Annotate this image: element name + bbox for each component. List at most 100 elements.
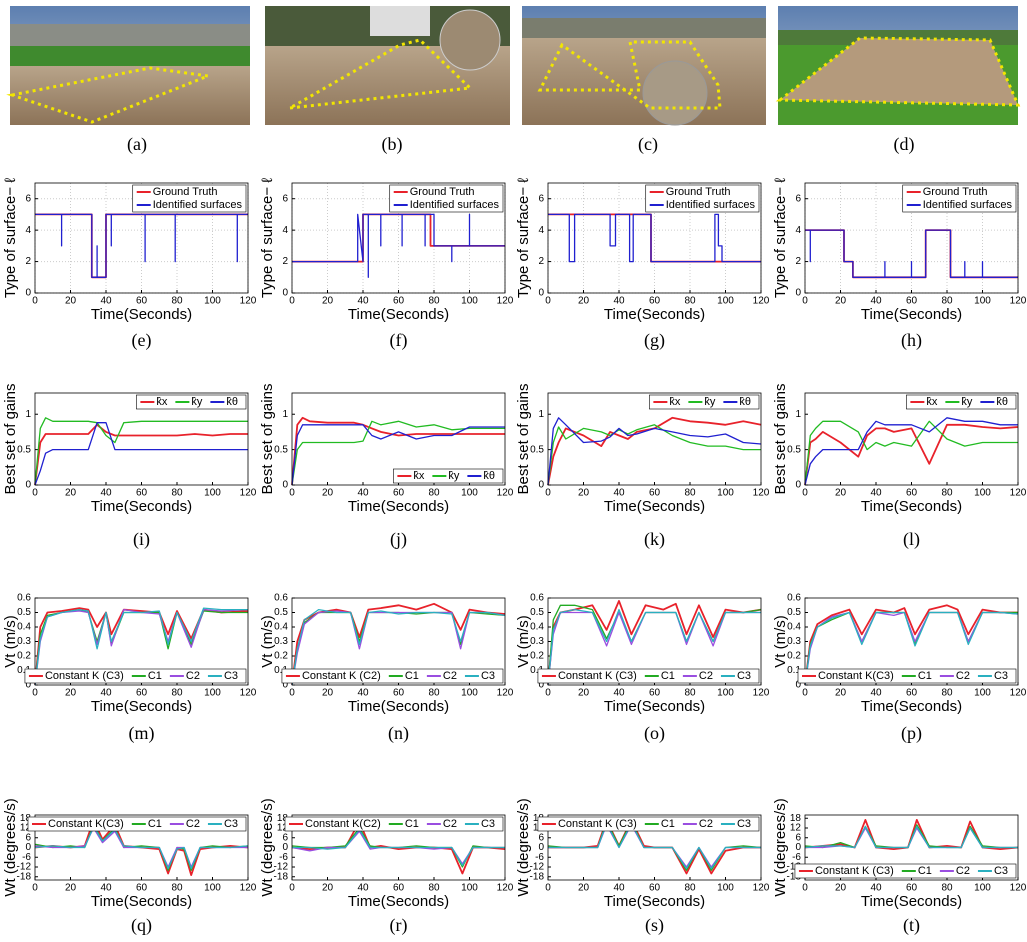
- y-tick-label: 0.3: [17, 636, 31, 647]
- photo-caption: (a): [127, 134, 147, 155]
- chart: 02040608010012000.51Time(Seconds)Best se…: [515, 384, 770, 551]
- y-tick-label: 2: [25, 256, 31, 267]
- x-tick-label: 20: [835, 296, 847, 307]
- legend-label: C1: [405, 818, 419, 830]
- x-tick-label: 20: [578, 688, 590, 699]
- x-tick-label: 100: [717, 883, 734, 894]
- y-axis-label: Wt (degrees/s): [772, 798, 789, 896]
- y-tick-label: 0: [795, 842, 801, 853]
- legend-label: Identified surfaces: [153, 199, 243, 211]
- legend-label: k̂θ: [226, 396, 238, 408]
- legend-label: k̂y: [961, 396, 973, 408]
- legend-label: C3: [994, 865, 1008, 877]
- x-tick-label: 100: [974, 688, 991, 699]
- chart-caption: (i): [133, 529, 150, 550]
- x-tick-label: 20: [322, 296, 334, 307]
- x-tick-label: 0: [545, 488, 551, 499]
- chart-caption: (f): [390, 330, 408, 351]
- x-tick-label: 0: [802, 488, 808, 499]
- chart-caption: (o): [644, 723, 665, 744]
- photo-caption: (d): [894, 134, 915, 155]
- legend-label: Constant K (C2): [302, 670, 381, 682]
- y-tick-label: 0: [795, 288, 801, 299]
- chart-caption: (r): [390, 915, 408, 936]
- legend-label: C2: [186, 670, 200, 682]
- series-line: [805, 820, 1018, 849]
- y-tick-label: 0: [25, 842, 31, 853]
- y-tick-label: 0.4: [17, 622, 31, 633]
- x-tick-label: 0: [32, 883, 38, 894]
- chart-caption: (g): [644, 330, 665, 351]
- chart: 0204060801001200246Time(Seconds)Type of …: [259, 178, 514, 351]
- legend-label: Identified surfaces: [923, 199, 1013, 211]
- y-tick-label: 1: [282, 409, 288, 420]
- chart: 0204060801001200246Time(Seconds)Type of …: [515, 178, 770, 351]
- y-tick-label: 6: [282, 193, 288, 204]
- legend-label: C1: [918, 670, 932, 682]
- y-axis-label: Best set of gains: [515, 384, 532, 495]
- legend: Ground TruthIdentified surfaces: [903, 185, 1016, 212]
- legend-label: Constant K (C3): [558, 670, 637, 682]
- photo-caption: (b): [382, 134, 403, 155]
- y-tick-label: 18: [790, 813, 802, 824]
- legend-label: C3: [994, 670, 1008, 682]
- x-tick-label: 100: [204, 883, 221, 894]
- x-tick-label: 120: [497, 883, 514, 894]
- x-axis-label: Time(Seconds): [861, 893, 962, 910]
- legend-label: Ground Truth: [153, 186, 218, 198]
- x-tick-label: 100: [974, 883, 991, 894]
- legend-label: C2: [956, 865, 970, 877]
- x-tick-label: 20: [322, 488, 334, 499]
- chart-caption: (s): [645, 915, 664, 936]
- chart-caption: (m): [129, 723, 155, 744]
- legend-label: C3: [481, 818, 495, 830]
- x-tick-label: 120: [497, 688, 514, 699]
- y-axis-label: Type of surface− ℓ: [515, 178, 532, 298]
- series-line: [805, 421, 1018, 485]
- x-tick-label: 20: [65, 488, 77, 499]
- y-tick-label: 0: [538, 480, 544, 491]
- y-tick-label: 0: [282, 288, 288, 299]
- x-axis-label: Time(Seconds): [348, 306, 449, 323]
- y-tick-label: 0.6: [274, 593, 288, 604]
- legend: k̂xk̂yk̂θ: [393, 469, 503, 483]
- legend-label: k̂y: [704, 396, 716, 408]
- chart-caption: (n): [388, 723, 409, 744]
- y-tick-label: 0.2: [17, 651, 31, 662]
- y-tick-label: 0.3: [530, 636, 544, 647]
- legend: Ground TruthIdentified surfaces: [133, 185, 246, 212]
- y-axis-label: Type of surface− ℓ: [2, 178, 19, 298]
- legend-label: k̂x: [156, 396, 168, 408]
- x-tick-label: 120: [497, 296, 514, 307]
- y-tick-label: 0.6: [530, 593, 544, 604]
- series-line: [35, 423, 248, 485]
- legend-label: Ground Truth: [666, 186, 731, 198]
- x-tick-label: 20: [835, 883, 847, 894]
- legend-label: C1: [148, 818, 162, 830]
- x-tick-label: 120: [753, 488, 770, 499]
- legend-label: k̂x: [413, 470, 425, 482]
- x-tick-label: 120: [1010, 488, 1027, 499]
- x-tick-label: 120: [1010, 883, 1027, 894]
- y-axis-label: Wt (degrees/s): [259, 798, 276, 896]
- x-axis-label: Time(Seconds): [348, 698, 449, 715]
- y-axis-label: Best set of gains: [772, 384, 789, 495]
- y-axis-label: Best set of gains: [2, 384, 19, 495]
- x-tick-label: 100: [204, 688, 221, 699]
- legend-label: C1: [918, 865, 932, 877]
- y-tick-label: 4: [282, 225, 288, 236]
- figure: (a) (b) (c) (d) 0204060801001200246Time(…: [0, 0, 1027, 942]
- legend-label: k̂θ: [483, 470, 495, 482]
- y-tick-label: 0: [282, 842, 288, 853]
- y-tick-label: 1: [25, 409, 31, 420]
- y-tick-label: 0.5: [274, 444, 288, 455]
- legend: Constant K (C3)C1C2C3: [25, 669, 246, 683]
- y-axis-label: Type of surface− ℓ: [259, 178, 276, 298]
- x-tick-label: 100: [461, 296, 478, 307]
- x-axis-label: Time(Seconds): [91, 498, 192, 515]
- y-tick-label: 0.6: [787, 593, 801, 604]
- legend-label: C2: [956, 670, 970, 682]
- legend-label: k̂θ: [739, 396, 751, 408]
- chart: 02040608010012000.51Time(Seconds)Best se…: [2, 384, 257, 551]
- x-tick-label: 0: [289, 688, 295, 699]
